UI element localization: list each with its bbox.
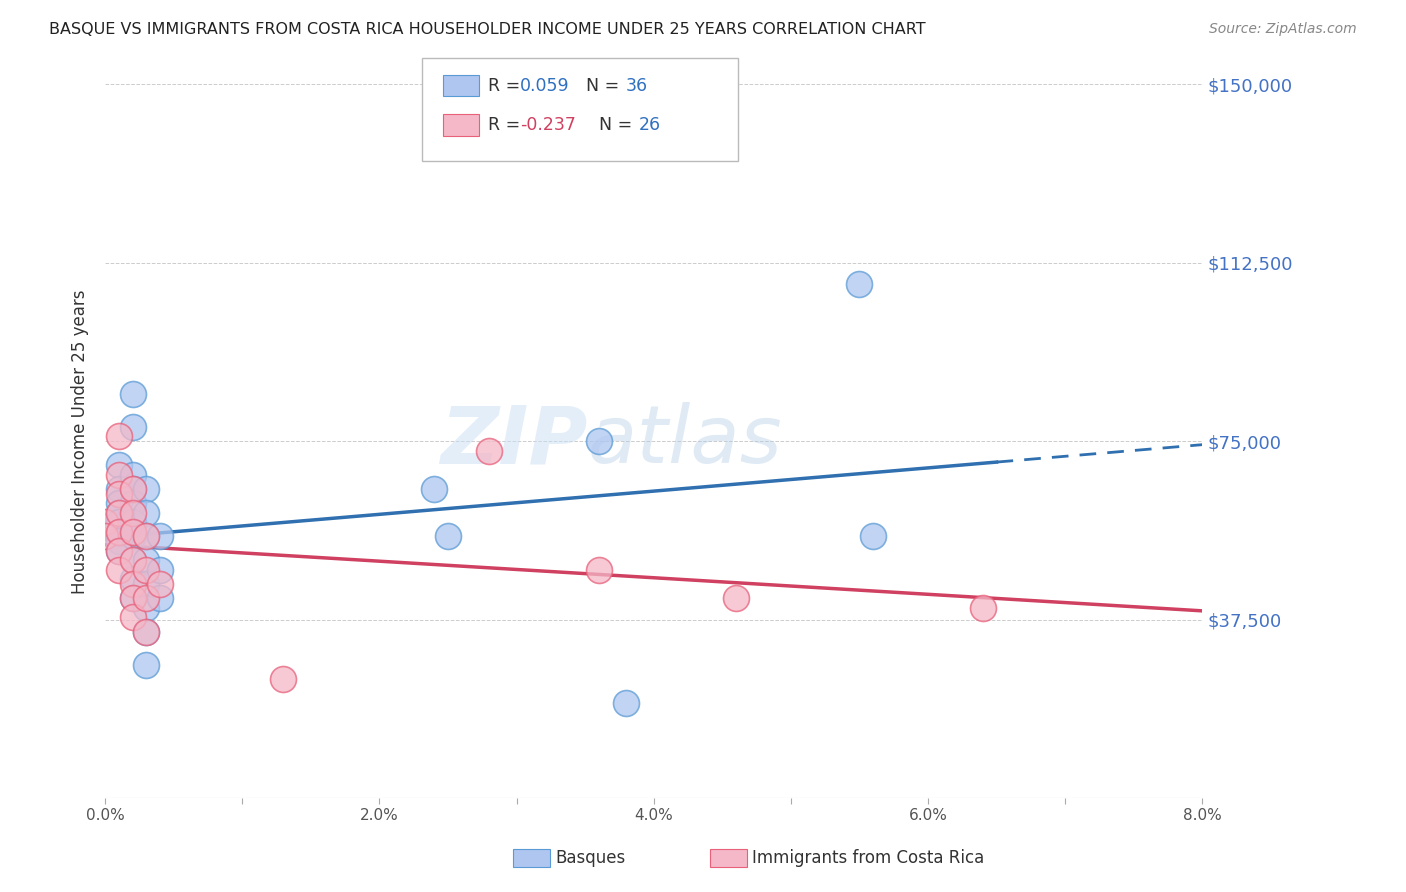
Point <box>437 529 460 543</box>
Point <box>135 529 157 543</box>
Text: ZIP: ZIP <box>440 402 588 480</box>
Text: BASQUE VS IMMIGRANTS FROM COSTA RICA HOUSEHOLDER INCOME UNDER 25 YEARS CORRELATI: BASQUE VS IMMIGRANTS FROM COSTA RICA HOU… <box>49 22 925 37</box>
Point <box>135 600 157 615</box>
Point <box>121 482 143 496</box>
Point <box>724 591 747 606</box>
Point <box>273 672 295 686</box>
Point <box>135 506 157 520</box>
Point <box>862 529 884 543</box>
Point <box>94 520 117 534</box>
Point <box>108 534 131 549</box>
Point <box>108 524 131 539</box>
Point <box>121 610 143 624</box>
Point <box>108 482 131 496</box>
Point <box>423 482 446 496</box>
Point <box>121 591 143 606</box>
Point <box>972 600 994 615</box>
Point <box>135 563 157 577</box>
Point <box>135 591 157 606</box>
Point <box>108 563 131 577</box>
Point <box>121 591 143 606</box>
Text: Source: ZipAtlas.com: Source: ZipAtlas.com <box>1209 22 1357 37</box>
Point <box>121 386 143 401</box>
Point <box>108 467 131 482</box>
Point <box>121 515 143 529</box>
Text: Basques: Basques <box>555 849 626 867</box>
Point <box>108 429 131 443</box>
Point <box>121 553 143 567</box>
Text: R =: R = <box>488 77 526 95</box>
Text: Immigrants from Costa Rica: Immigrants from Costa Rica <box>752 849 984 867</box>
Point <box>149 591 172 606</box>
Point <box>121 467 143 482</box>
Point <box>478 443 501 458</box>
Point <box>588 563 610 577</box>
Point <box>135 529 157 543</box>
Point <box>135 553 157 567</box>
Text: N =: N = <box>588 116 637 134</box>
Point <box>121 577 143 591</box>
Point <box>108 486 131 500</box>
Point <box>121 496 143 510</box>
Point <box>135 657 157 672</box>
Point <box>94 529 117 543</box>
Point <box>135 624 157 639</box>
Text: 36: 36 <box>626 77 648 95</box>
Point <box>121 529 143 543</box>
Y-axis label: Householder Income Under 25 years: Householder Income Under 25 years <box>72 289 89 593</box>
Point <box>135 624 157 639</box>
Text: 0.059: 0.059 <box>520 77 569 95</box>
Point <box>108 458 131 472</box>
Point <box>121 524 143 539</box>
Point <box>588 434 610 449</box>
Point <box>135 577 157 591</box>
Point <box>108 524 131 539</box>
Point <box>149 529 172 543</box>
Point <box>121 506 143 520</box>
Text: N =: N = <box>575 77 624 95</box>
Point <box>108 506 131 520</box>
Point <box>108 543 131 558</box>
Point <box>108 496 131 510</box>
Text: R =: R = <box>488 116 526 134</box>
Text: -0.237: -0.237 <box>520 116 576 134</box>
Point <box>108 506 131 520</box>
Point <box>149 577 172 591</box>
Point <box>108 515 131 529</box>
Point <box>614 696 637 710</box>
Text: 26: 26 <box>638 116 661 134</box>
Point <box>135 482 157 496</box>
Point <box>848 277 870 292</box>
Point <box>121 553 143 567</box>
Text: atlas: atlas <box>588 402 783 480</box>
Point <box>108 543 131 558</box>
Point <box>149 563 172 577</box>
Point <box>121 572 143 586</box>
Point <box>121 420 143 434</box>
Point <box>94 515 117 529</box>
Point <box>121 482 143 496</box>
